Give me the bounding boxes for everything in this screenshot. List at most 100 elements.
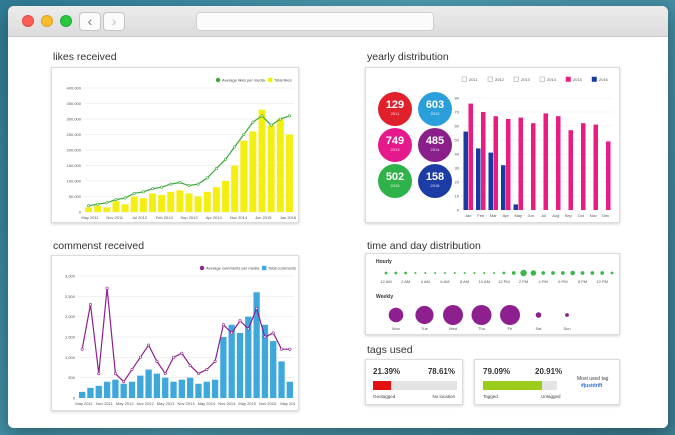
- bar: [195, 383, 202, 398]
- line-point: [271, 331, 275, 335]
- line-point: [138, 355, 142, 359]
- bar: [286, 381, 294, 398]
- x-tick-label: Nov 2012: [137, 401, 155, 406]
- bar: [128, 381, 136, 398]
- line-point: [155, 359, 159, 363]
- line-point: [205, 368, 209, 372]
- back-button[interactable]: ‹: [79, 12, 101, 31]
- y-tick-label: 100,000: [67, 179, 82, 184]
- legend-swatch-2015: [565, 76, 571, 82]
- line-point: [246, 327, 250, 331]
- bar-2015: [581, 123, 586, 210]
- line-point: [105, 201, 109, 205]
- day-label: Fri: [508, 326, 513, 331]
- most-used-tag-link[interactable]: #justdrift: [581, 383, 603, 389]
- address-bar[interactable]: [196, 12, 434, 31]
- bar: [220, 337, 227, 398]
- x-tick-label: May 2012: [116, 401, 134, 406]
- hour-label: 2 AM: [401, 279, 410, 284]
- hour-label: 12 AM: [380, 279, 391, 284]
- yearly-card: 129 2011 603 2012 749 2013 485 2014 502 2015 158 20…: [365, 67, 620, 223]
- month-label: Jul: [541, 213, 546, 218]
- y-tick-label: 350,000: [67, 101, 82, 106]
- line-point: [278, 117, 282, 121]
- hour-label: 10 AM: [479, 279, 490, 284]
- x-tick-label: Nov 2013: [177, 401, 195, 406]
- comments-title: commenst received: [53, 240, 145, 252]
- bar-2016: [501, 165, 506, 210]
- hourly-dot: [600, 271, 605, 275]
- x-tick-label: May 201: [280, 401, 296, 406]
- line-point: [213, 359, 217, 363]
- bar: [236, 332, 244, 398]
- year-bubble-count: 485: [425, 135, 445, 147]
- yearly-title: yearly distribution: [367, 51, 449, 63]
- day-label: Thu: [478, 326, 485, 331]
- hour-label: 6 PM: [558, 279, 567, 284]
- hourly-dot: [511, 271, 516, 275]
- legend-line-label: Average comments per media: [206, 266, 260, 271]
- bar: [194, 196, 202, 212]
- line-point: [260, 114, 264, 118]
- bar: [212, 187, 220, 212]
- line-point: [263, 335, 267, 339]
- line-point: [147, 343, 151, 347]
- most-used-tag-label: Most used tag: [577, 376, 609, 382]
- tagged-bar: [483, 381, 557, 390]
- line-point: [187, 184, 191, 188]
- month-label: May: [514, 213, 522, 218]
- month-label: Jan: [465, 213, 471, 218]
- bar: [278, 361, 285, 398]
- x-tick-label: Apr 2014: [206, 215, 223, 220]
- tagged-label: Tagged: [483, 394, 498, 399]
- y-tick-label: 1,000: [65, 355, 76, 360]
- timeday-card: Hourly Weekly 12 AM 2 AM 4 AM 6 AM 8 AM 10 AM…: [365, 253, 620, 335]
- dashboard: likes received 400,000 350,000 300,000 250,…: [8, 37, 668, 428]
- chevron-left-icon: ‹: [87, 13, 93, 29]
- legend-swatch-2014: [539, 76, 545, 82]
- x-tick-label: May 2013: [157, 401, 175, 406]
- bar-2015: [481, 112, 486, 210]
- y-tick-label: 150,000: [67, 163, 82, 168]
- hour-label: 8 PM: [578, 279, 587, 284]
- line-point: [172, 355, 176, 359]
- line-point: [88, 302, 92, 306]
- yearly-chart: 80 70 60 50 40 30 20 10 0 Jan Feb Mar Apr May Jun Jul Au…: [455, 76, 612, 218]
- bar: [276, 119, 284, 212]
- line-point: [288, 347, 292, 351]
- month-label: Mar: [490, 213, 498, 218]
- geotag-bar: [373, 381, 457, 390]
- line-point: [205, 176, 209, 180]
- timeday-title: time and day distribution: [367, 240, 481, 252]
- bar: [78, 391, 86, 398]
- maximize-window-button[interactable]: [60, 15, 72, 27]
- line-point: [196, 182, 200, 186]
- y-tick-label: 80: [455, 96, 460, 101]
- bar: [103, 381, 111, 398]
- bar: [185, 193, 193, 212]
- weekly-dot: [415, 305, 434, 325]
- line-point: [230, 331, 234, 335]
- line-point: [255, 307, 259, 311]
- tagged-bar-fill: [483, 381, 542, 390]
- minimize-window-button[interactable]: [41, 15, 53, 27]
- x-tick-label: Nov 2014: [230, 215, 248, 220]
- bar: [245, 316, 252, 398]
- bar: [121, 204, 129, 212]
- close-window-button[interactable]: [22, 15, 34, 27]
- month-label: Aug: [552, 213, 559, 218]
- line-point: [105, 286, 109, 290]
- month-label: Nov: [590, 213, 597, 218]
- year-bubble-2012: 603 2012: [418, 92, 452, 126]
- line-point: [160, 185, 164, 189]
- y-tick-label: 20: [455, 180, 460, 185]
- y-tick-label: 70: [455, 110, 460, 115]
- weekly-dot: [535, 312, 542, 318]
- line-point: [280, 347, 284, 351]
- x-tick-label: Nov 2014: [218, 401, 236, 406]
- bar: [137, 375, 144, 398]
- legend-bar-label: Total comments: [268, 266, 296, 271]
- forward-button[interactable]: ›: [103, 12, 125, 31]
- year-bubble-count: 603: [425, 99, 445, 111]
- tagged-percent: 79.09%: [483, 367, 511, 376]
